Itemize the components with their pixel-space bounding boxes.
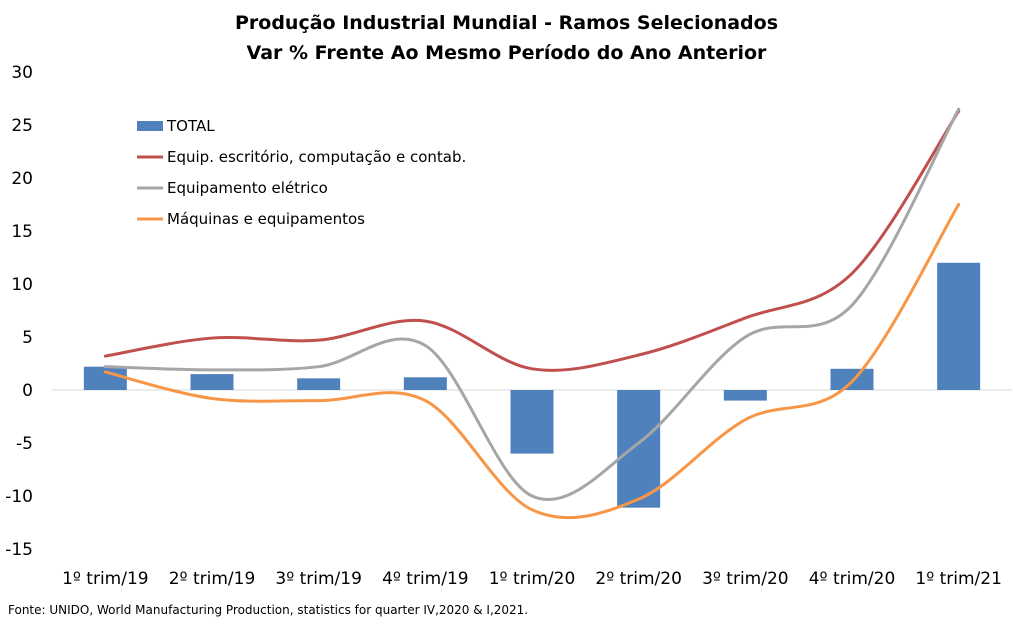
series-line-0 bbox=[103, 109, 961, 372]
series-line-1 bbox=[103, 107, 961, 502]
x-tick-label: 2º trim/19 bbox=[169, 569, 256, 589]
series-line-2 bbox=[103, 203, 961, 520]
bar-8 bbox=[937, 262, 981, 390]
y-tick-label: 10 bbox=[11, 275, 33, 295]
bar-6 bbox=[723, 390, 767, 401]
x-tick-label: 1º trim/19 bbox=[62, 569, 149, 589]
y-tick-label: -10 bbox=[5, 487, 33, 507]
bar-1 bbox=[190, 374, 234, 390]
bar-0 bbox=[83, 366, 127, 390]
x-tick-label: 3º trim/20 bbox=[702, 569, 789, 589]
y-tick-label: 0 bbox=[22, 381, 33, 401]
x-tick-label: 3º trim/19 bbox=[275, 569, 362, 589]
legend-label: Equipamento elétrico bbox=[167, 179, 328, 197]
x-tick-label: 4º trim/19 bbox=[382, 569, 469, 589]
legend-swatch bbox=[137, 121, 163, 131]
x-tick-label: 4º trim/20 bbox=[809, 569, 896, 589]
y-tick-label: 30 bbox=[11, 63, 33, 83]
bar-4 bbox=[510, 390, 554, 454]
y-tick-label: -5 bbox=[16, 434, 33, 454]
bar-3 bbox=[403, 377, 447, 390]
legend-label: Máquinas e equipamentos bbox=[167, 210, 365, 228]
legend-label: TOTAL bbox=[166, 117, 215, 135]
source-note: Fonte: UNIDO, World Manufacturing Produc… bbox=[8, 603, 529, 617]
chart-subtitle: Var % Frente Ao Mesmo Período do Ano Ant… bbox=[246, 42, 767, 64]
x-tick-label: 1º trim/20 bbox=[489, 569, 576, 589]
y-tick-label: -15 bbox=[5, 540, 33, 560]
y-tick-label: 5 bbox=[22, 328, 33, 348]
x-tick-label: 2º trim/20 bbox=[595, 569, 682, 589]
chart-title: Produção Industrial Mundial - Ramos Sele… bbox=[234, 12, 779, 34]
bar-2 bbox=[297, 378, 341, 390]
y-tick-label: 25 bbox=[11, 116, 33, 136]
y-tick-label: 20 bbox=[11, 169, 33, 189]
x-tick-label: 1º trim/21 bbox=[915, 569, 1002, 589]
legend-label: Equip. escritório, computação e contab. bbox=[167, 148, 466, 166]
bar-5 bbox=[617, 390, 661, 508]
y-tick-label: 15 bbox=[11, 222, 33, 242]
